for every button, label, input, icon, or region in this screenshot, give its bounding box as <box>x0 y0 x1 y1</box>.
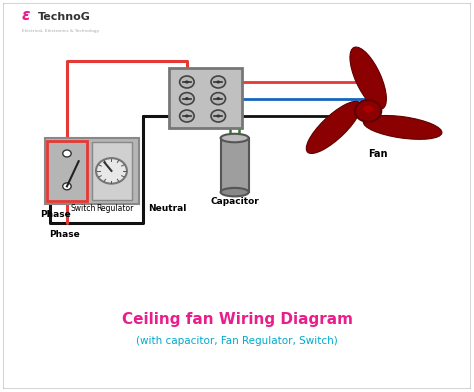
Circle shape <box>63 150 71 157</box>
Text: Fan: Fan <box>368 149 387 160</box>
Circle shape <box>211 110 226 122</box>
Circle shape <box>185 80 189 83</box>
Bar <box>220 138 249 192</box>
Circle shape <box>217 80 220 83</box>
Circle shape <box>96 158 127 183</box>
Text: Phase: Phase <box>40 210 71 219</box>
Circle shape <box>211 93 226 105</box>
Bar <box>92 142 132 200</box>
Text: Ceiling fan Wiring Diagram: Ceiling fan Wiring Diagram <box>121 312 353 327</box>
Bar <box>169 69 242 128</box>
Bar <box>45 138 138 204</box>
Text: Capacitor: Capacitor <box>210 197 259 206</box>
Text: ε: ε <box>21 8 30 23</box>
Bar <box>47 141 87 201</box>
Circle shape <box>185 114 189 118</box>
Circle shape <box>180 76 194 88</box>
Text: Regulator: Regulator <box>97 205 134 214</box>
Ellipse shape <box>220 134 249 142</box>
Ellipse shape <box>364 116 442 139</box>
Text: Neutral: Neutral <box>148 205 186 214</box>
Circle shape <box>211 76 226 88</box>
Text: (with capacitor, Fan Regulator, Switch): (with capacitor, Fan Regulator, Switch) <box>136 336 338 346</box>
Polygon shape <box>363 88 374 95</box>
Ellipse shape <box>220 188 249 196</box>
Circle shape <box>217 97 220 100</box>
Circle shape <box>355 100 381 122</box>
Text: TechnoG: TechnoG <box>38 12 91 22</box>
Ellipse shape <box>363 105 374 113</box>
Ellipse shape <box>350 47 386 109</box>
Circle shape <box>217 114 220 118</box>
Ellipse shape <box>306 102 361 154</box>
Circle shape <box>63 183 71 190</box>
Text: Electrical, Electronics & Technology: Electrical, Electronics & Technology <box>21 29 99 33</box>
Polygon shape <box>360 79 377 88</box>
Circle shape <box>180 110 194 122</box>
Circle shape <box>185 97 189 100</box>
Text: Switch: Switch <box>71 205 96 214</box>
Circle shape <box>180 93 194 105</box>
Text: Phase: Phase <box>49 230 80 239</box>
